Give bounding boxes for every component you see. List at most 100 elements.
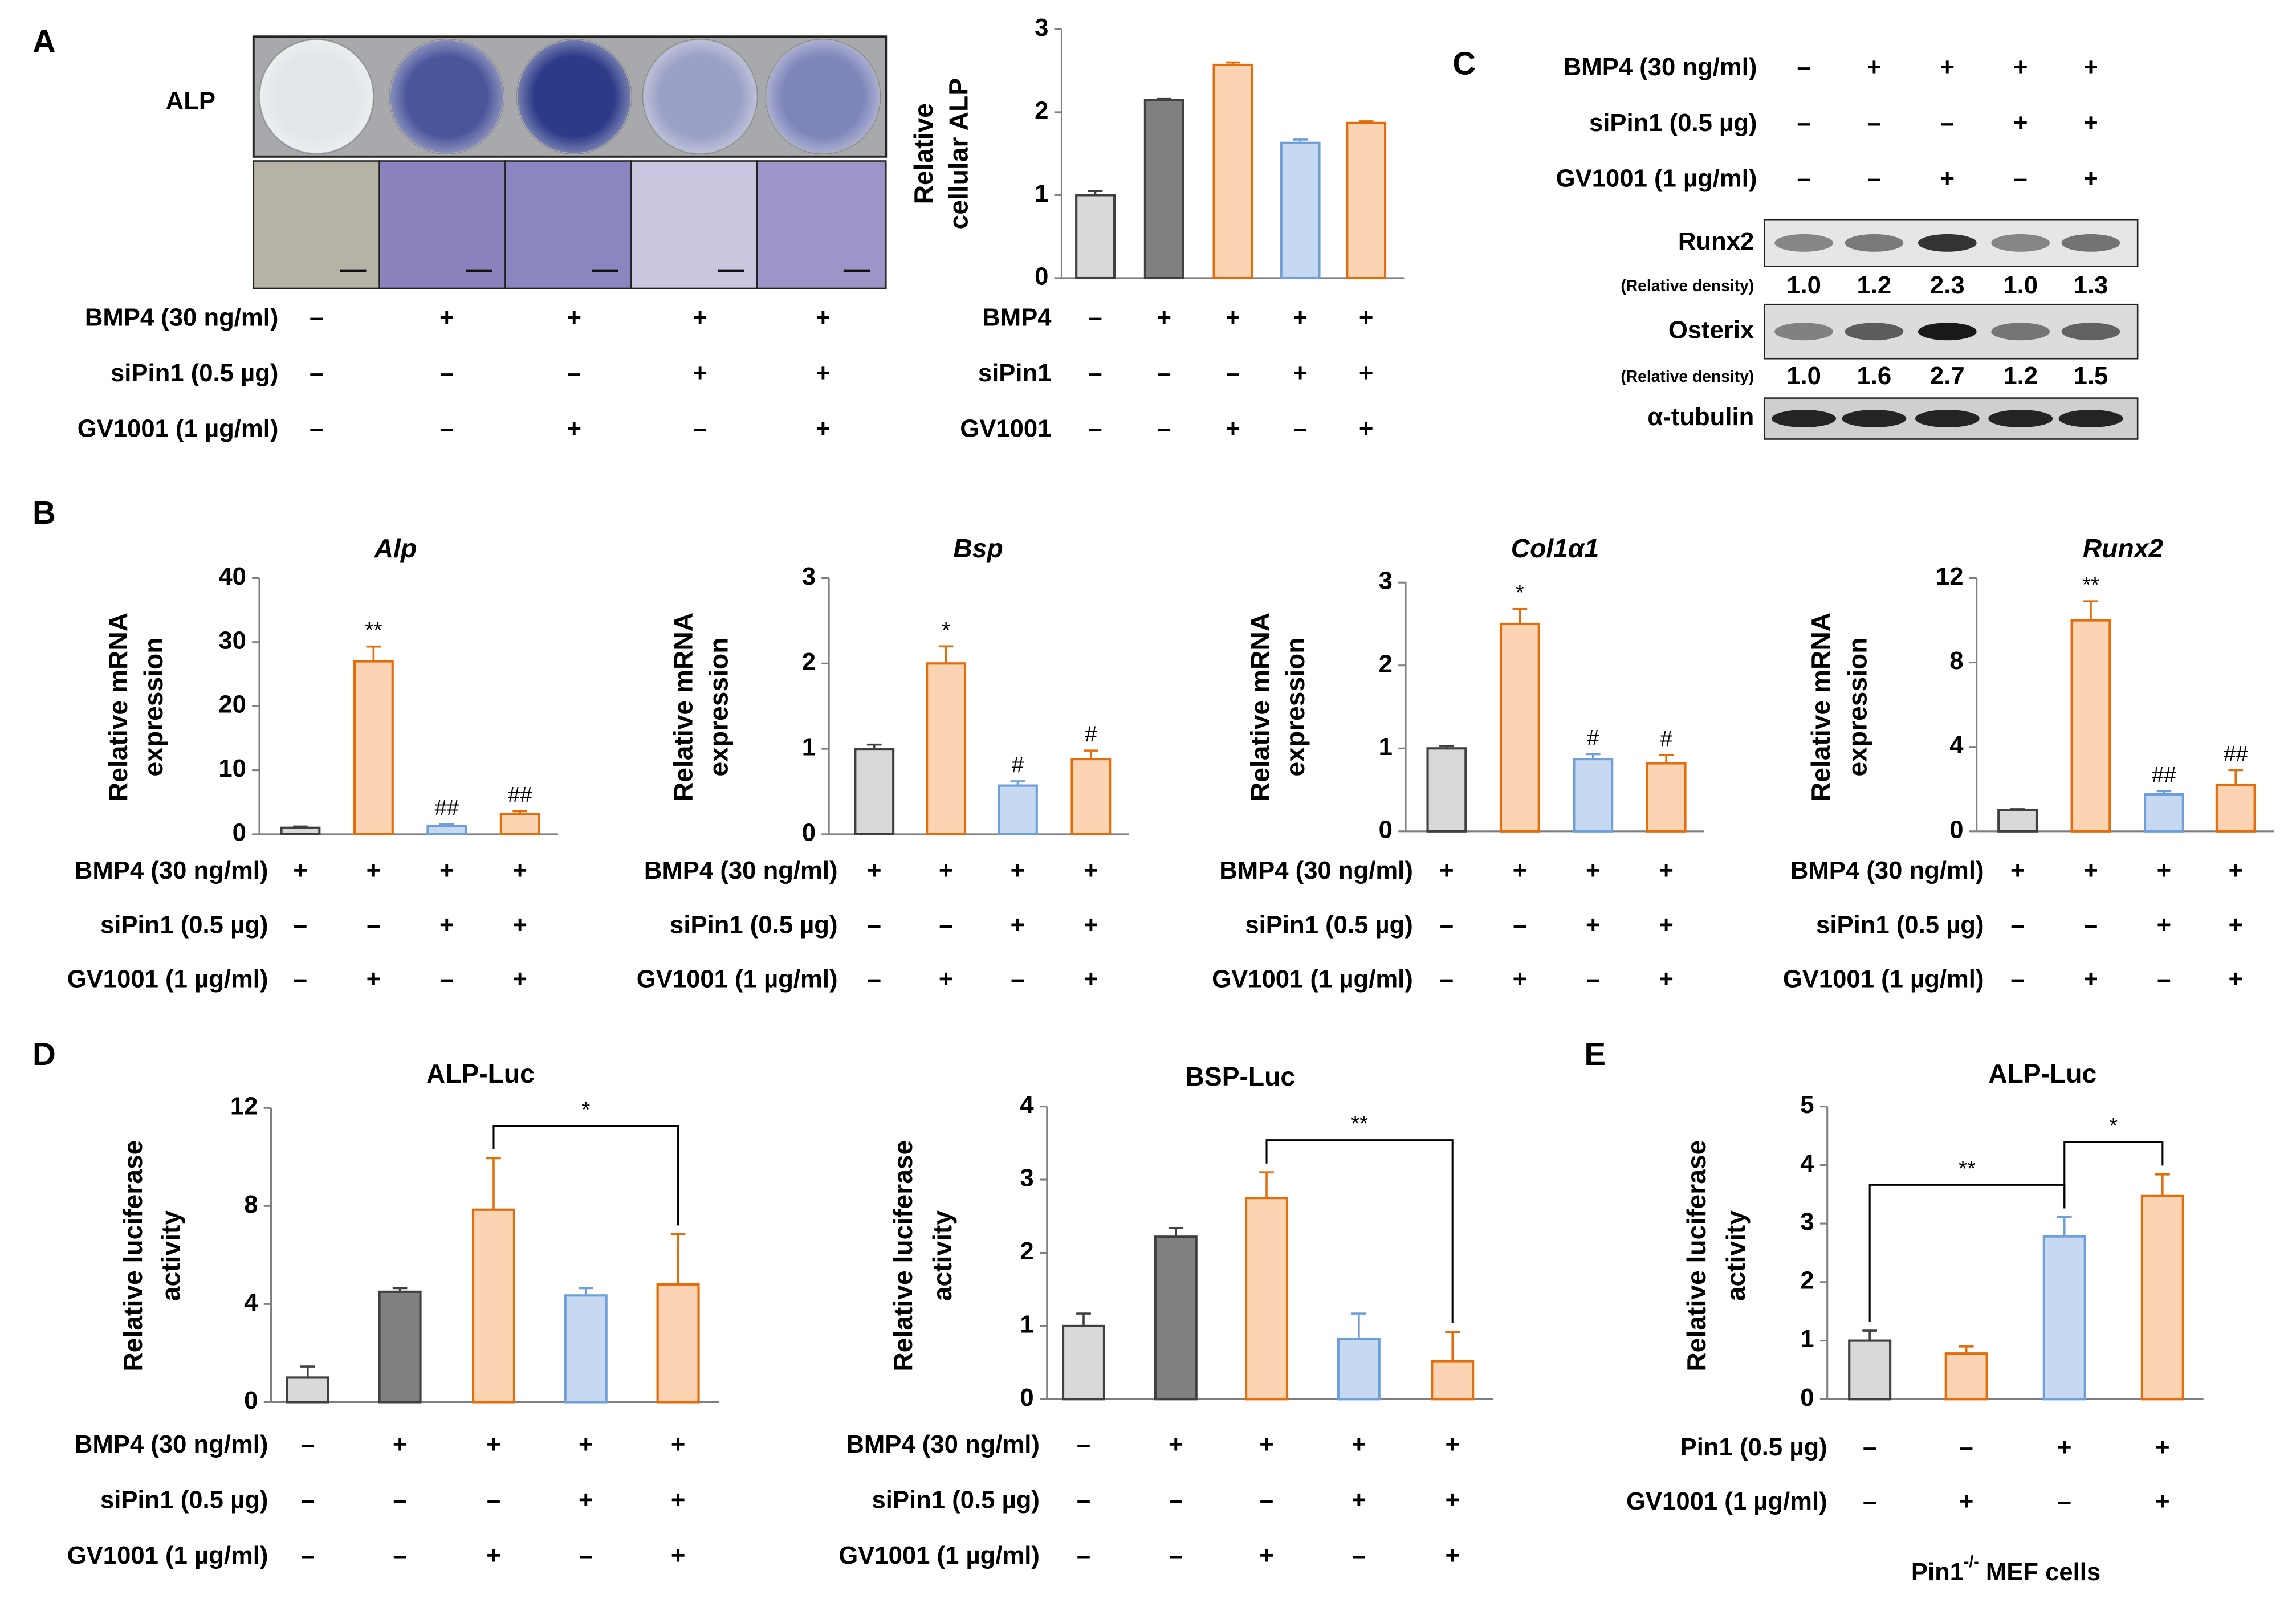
bracket-label: * [2109, 1114, 2118, 1139]
error-bar [1358, 120, 1374, 123]
treatment-sign: + [2155, 1433, 2169, 1461]
bar [1848, 1339, 1892, 1401]
bar [1646, 762, 1687, 833]
treatment-sign: + [2229, 856, 2244, 884]
y-axis-label: Relative mRNA [103, 613, 133, 801]
y-tick-label: 3 [1800, 1208, 1814, 1236]
error-bar [1083, 749, 1098, 760]
bar [1075, 194, 1116, 280]
treatment-sign: + [2057, 1433, 2072, 1461]
treatment-sign: + [1359, 415, 1374, 443]
bracket [1265, 1139, 1454, 1323]
band [1774, 323, 1833, 341]
treatment-sign: + [1084, 965, 1098, 993]
y-tick-label: 10 [218, 754, 246, 782]
density-value: 2.3 [1930, 271, 1965, 299]
treatment-sign: + [816, 359, 831, 387]
treatment-sign: – [1293, 415, 1307, 443]
bar [564, 1294, 608, 1404]
y-axis-label: expression [139, 637, 168, 776]
bar [926, 662, 967, 835]
band [2058, 410, 2123, 427]
treatment-sign: + [579, 1486, 593, 1514]
treatment-label: siPin1 (0.5 µg) [872, 1486, 1039, 1514]
treatment-sign: – [1169, 1486, 1183, 1514]
treatment-sign: + [1226, 303, 1240, 331]
y-axis-label: expression [1842, 637, 1872, 776]
error-bar [1168, 1227, 1183, 1237]
treatment-sign: – [1940, 109, 1954, 137]
panel-label: E [1584, 1036, 1606, 1072]
treatment-sign: – [1352, 1541, 1366, 1569]
y-tick-label: 1 [1800, 1325, 1814, 1353]
treatment-label: GV1001 (1 µg/ml) [67, 965, 268, 993]
treatment-sign: – [567, 359, 581, 387]
blot-label: Osterix [1668, 316, 1754, 344]
treatment-sign: + [579, 1430, 593, 1458]
significance: ** [2082, 573, 2099, 598]
density-value: 2.7 [1930, 362, 1965, 390]
significance: ## [434, 796, 459, 820]
treatment-sign: + [693, 303, 707, 331]
bracket-label: ** [1351, 1112, 1368, 1136]
treatment-sign: – [579, 1541, 593, 1569]
treatment-label: siPin1 (0.5 µg) [100, 911, 268, 939]
bar [1245, 1197, 1289, 1401]
band [1842, 410, 1907, 427]
band [1988, 410, 2053, 427]
treatment-sign: – [301, 1541, 315, 1569]
treatment-sign: – [440, 415, 454, 443]
treatment-sign: + [367, 965, 381, 993]
bar [1997, 809, 2038, 833]
density-value: 1.0 [1786, 271, 1821, 299]
treatment-sign: + [1259, 1430, 1274, 1458]
treatment-sign: + [293, 856, 308, 884]
band [1845, 234, 1904, 252]
treatment-sign: + [2013, 109, 2028, 137]
bracket [2063, 1141, 2164, 1209]
density-value: 1.5 [2074, 362, 2108, 390]
chart-title: ALP-Luc [1988, 1059, 2096, 1088]
density-label: (Relative density) [1621, 276, 1754, 295]
y-axis-label: activity [927, 1210, 957, 1302]
error-bar [2228, 769, 2244, 785]
treatment-sign: – [1260, 1486, 1273, 1514]
treatment-label: siPin1 (0.5 µg) [1245, 911, 1412, 939]
y-axis-label: expression [703, 637, 733, 776]
treatment-sign: – [1586, 965, 1600, 993]
treatment-sign: + [486, 1541, 501, 1569]
treatment-sign: – [693, 415, 707, 443]
chart-title: ALP-Luc [426, 1059, 535, 1088]
plate-label: ALP [166, 87, 215, 115]
y-axis-label: Relative [909, 103, 938, 204]
treatment-label: GV1001 (1 µg/ml) [1626, 1487, 1827, 1515]
micrographs [253, 160, 887, 289]
treatment-sign: + [2229, 911, 2244, 939]
treatment-sign: + [567, 415, 581, 443]
band [1991, 234, 2050, 252]
error-bar [2083, 600, 2098, 621]
treatment-sign: + [1011, 856, 1025, 884]
error-bar [1157, 97, 1172, 100]
bar [286, 1376, 329, 1404]
caption-sup: -/- [1964, 1552, 1979, 1571]
error-bar [300, 1365, 315, 1378]
y-axis-label: Relative luciferase [118, 1140, 148, 1372]
y-axis-label: Relative mRNA [1806, 613, 1835, 801]
treatment-sign: + [1513, 965, 1527, 993]
y-tick-label: 2 [1020, 1237, 1033, 1265]
error-bar [1293, 138, 1308, 143]
y-axis-label: activity [156, 1210, 186, 1302]
density-value: 1.3 [2074, 271, 2108, 299]
significance: ** [365, 618, 382, 643]
y-tick-label: 3 [1035, 14, 1048, 42]
bar [2143, 793, 2184, 833]
treatment-sign: – [1157, 415, 1171, 443]
treatment-sign: + [816, 415, 831, 443]
bar [1431, 1360, 1475, 1401]
y-axis-label: Relative luciferase [888, 1140, 918, 1372]
treatment-sign: + [867, 856, 882, 884]
y-tick-label: 0 [1379, 815, 1393, 843]
y-tick-label: 0 [1035, 263, 1048, 291]
treatment-sign: – [939, 911, 952, 939]
